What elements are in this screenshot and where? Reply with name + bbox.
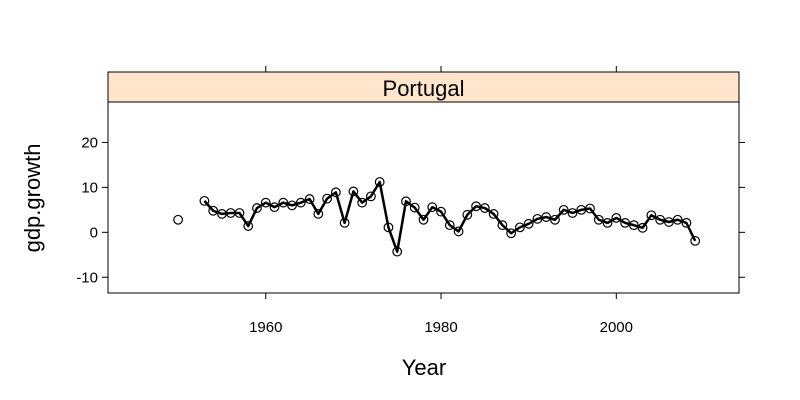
data-point [593,214,604,225]
data-point [506,228,517,239]
strip-label: Portugal [383,76,465,101]
data-point [637,222,648,233]
data-point [655,214,666,225]
data-point [374,177,385,187]
data-point [173,214,184,225]
data-point [295,197,306,208]
data-point [199,195,210,206]
series-line [203,180,697,253]
data-point [401,196,411,207]
data-point [278,197,289,208]
data-point [672,214,683,225]
data-point [436,206,446,217]
data-point [234,208,245,218]
y-axis: -10 0 10 20 [76,134,745,286]
data-point [681,217,692,228]
data-point [260,197,271,208]
data-point [620,217,630,228]
data-point [269,202,280,213]
x-axis-title: Year [402,355,446,380]
data-point [322,193,332,204]
data-point [646,210,657,221]
data-point [611,213,622,223]
y-tick-label: 0 [90,224,98,241]
data-point [409,202,420,213]
data-point [550,214,560,225]
data-point [418,214,429,225]
y-tick-label: 10 [81,179,98,196]
data-point [558,204,569,215]
data-point [392,246,403,257]
data-point [427,202,438,213]
data-point [383,222,394,233]
plot-panel [107,101,740,294]
data-point [252,203,262,213]
x-tick-label: 1980 [424,319,457,336]
data-point [541,212,552,222]
data-point [287,200,297,211]
data-point [462,209,473,220]
x-tick-label: 2000 [600,319,633,336]
data-point [208,205,219,216]
series-portugal [173,177,701,257]
data-point [304,194,315,204]
data-point [330,187,341,198]
y-tick-label: -10 [76,269,98,286]
data-point [357,197,368,208]
data-point [444,220,455,231]
y-axis-title: gdp.growth [20,144,45,253]
strip: Portugal [107,71,740,103]
data-point [339,217,350,228]
data-point [690,235,701,246]
data-point [488,209,499,219]
data-point [497,220,508,231]
data-point [628,220,639,231]
data-point [366,191,376,202]
strip-background [107,71,740,103]
data-point [523,218,534,229]
data-point [585,203,595,214]
data-point [567,208,578,218]
x-tick-label: 1960 [249,319,282,336]
y-tick-label: 20 [81,134,98,151]
data-point [515,222,525,233]
data-point [602,217,613,228]
data-point [479,203,490,213]
data-point [313,209,324,219]
data-point [453,226,464,237]
x-axis: 1960 1980 2000 [249,66,633,336]
data-point [348,186,359,197]
data-point [243,221,254,231]
data-point [663,217,674,227]
